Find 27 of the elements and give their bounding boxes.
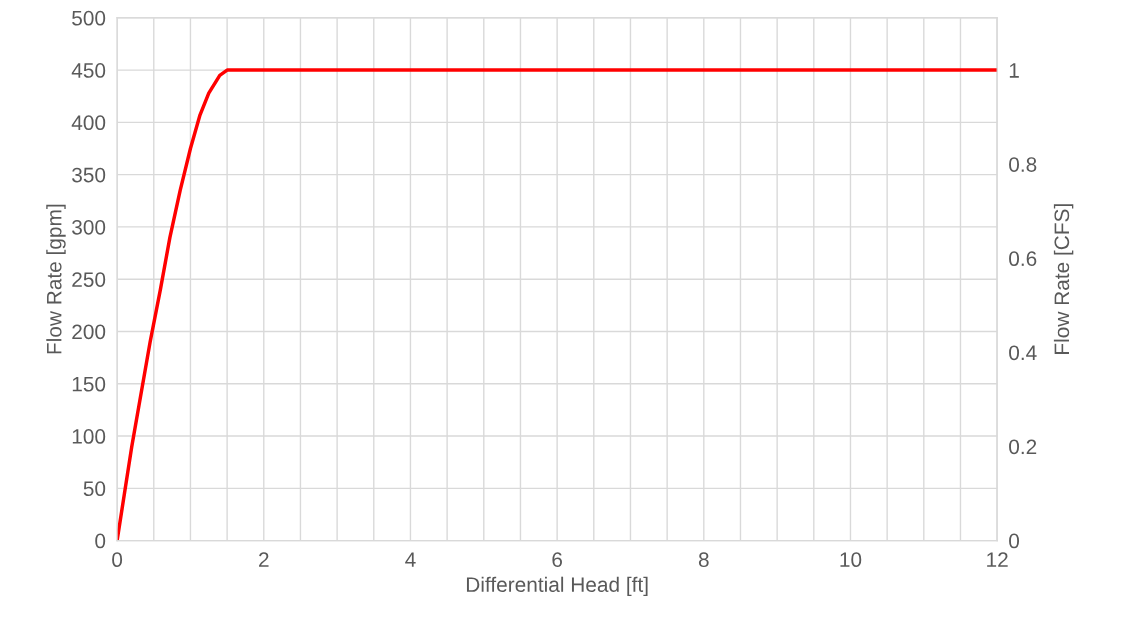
- y-tick-label: 0: [95, 533, 106, 549]
- y2-tick-label: 0.2: [1009, 439, 1037, 455]
- y-tick-label: 50: [83, 481, 106, 497]
- y-tick-label: 300: [72, 219, 106, 235]
- y-tick-label: 150: [72, 376, 106, 392]
- x-tick-label: 8: [698, 552, 709, 568]
- y-tick-label: 350: [72, 167, 106, 183]
- y2-axis-title: Flow Rate [CFS]: [1053, 204, 1074, 354]
- y-tick-label: 400: [71, 115, 106, 131]
- x-tick-label: 2: [259, 552, 269, 567]
- y-tick-label: 100: [72, 429, 106, 444]
- y2-tick-label: 0.6: [1009, 251, 1037, 267]
- x-axis-title: Differential Head [ft]: [466, 576, 648, 597]
- x-tick-label: 6: [552, 552, 563, 568]
- y2-tick-label: 0.4: [1009, 345, 1037, 361]
- x-tick-label: 12: [987, 552, 1008, 567]
- y-tick-label: 250: [72, 272, 106, 287]
- y2-tick-label: 1: [1009, 63, 1019, 78]
- y2-tick-label: 0.8: [1009, 157, 1037, 172]
- y2-tick-label: 0: [1009, 533, 1020, 549]
- x-tick-label: 0: [112, 552, 123, 568]
- y-tick-label: 500: [72, 10, 106, 26]
- x-tick-label: 10: [840, 552, 862, 568]
- y-tick-label: 200: [72, 324, 106, 340]
- y-tick-label: 450: [71, 63, 106, 78]
- y-axis-title: Flow Rate [gpm]: [46, 204, 66, 354]
- x-tick-label: 4: [405, 552, 416, 567]
